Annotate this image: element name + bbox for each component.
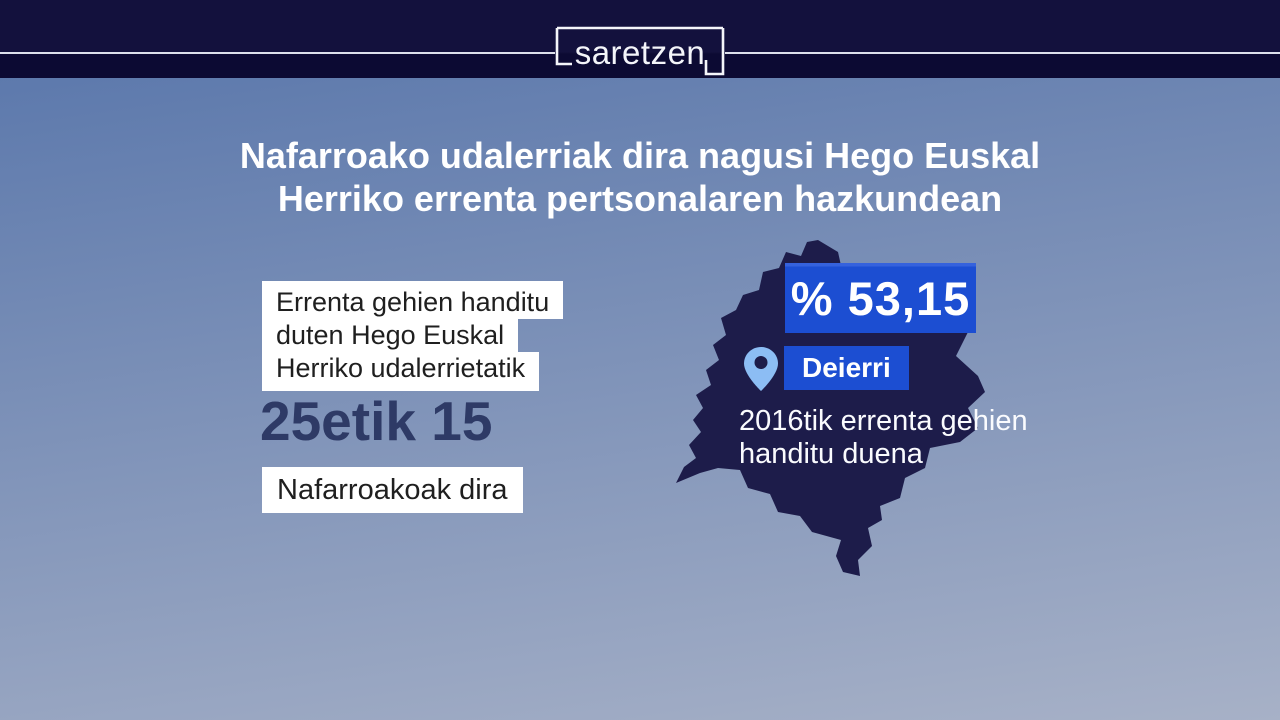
intro-text-block: Errenta gehien handitu duten Hego Euskal…	[262, 281, 564, 391]
percent-stat-badge: % 53,15	[785, 263, 976, 333]
intro-line: Herriko udalerrietatik	[262, 352, 540, 391]
top-bar: saretzen	[0, 0, 1280, 78]
big-stat-value: 25etik 15	[260, 390, 493, 452]
location-description-line: handitu duena	[739, 438, 923, 470]
location-name: Deierri	[802, 352, 891, 383]
page-title: Nafarroako udalerriak dira nagusi Hego E…	[0, 134, 1280, 220]
logo-frame-icon	[555, 26, 725, 76]
location-description-line: 2016tik errenta gehien	[739, 405, 1028, 437]
map-pin-icon	[744, 347, 778, 391]
stat-caption: Nafarroakoak dira	[262, 467, 523, 513]
intro-line: Errenta gehien handitu	[262, 281, 564, 319]
logo-text: saretzen	[574, 33, 706, 71]
page-title-line1: Nafarroako udalerriak dira nagusi Hego E…	[239, 135, 1041, 176]
location-description: 2016tik errenta gehien handitu duena	[739, 405, 1028, 471]
saretzen-logo: saretzen	[555, 26, 725, 76]
intro-line: duten Hego Euskal	[262, 319, 519, 352]
location-badge: Deierri	[784, 346, 909, 390]
percent-stat-value: % 53,15	[790, 271, 971, 325]
page-title-line2: Herriko errenta pertsonalaren hazkundean	[277, 178, 1003, 219]
